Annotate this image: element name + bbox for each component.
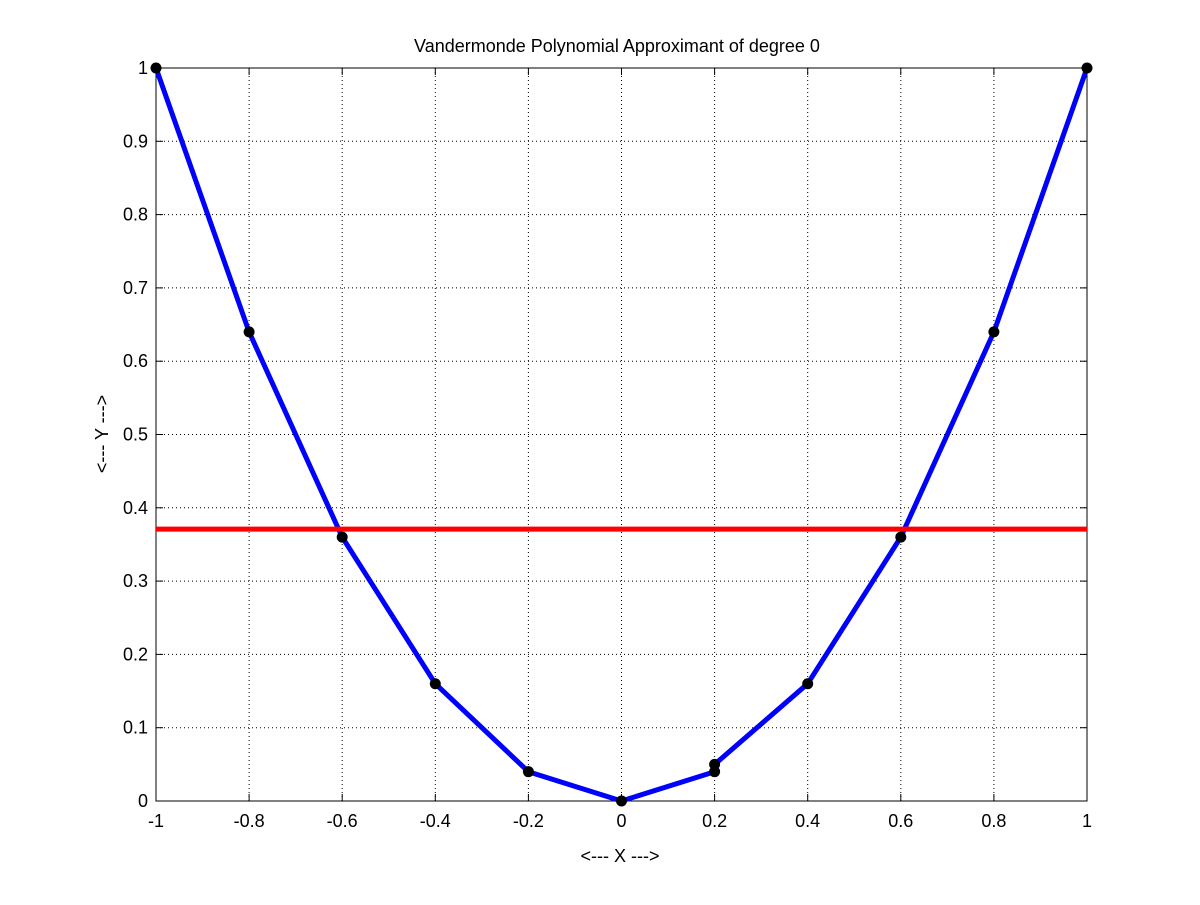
data-point [1081,62,1093,74]
data-point [150,62,162,74]
x-tick-label: 0.8 [981,811,1006,831]
x-tick-label: 1 [1082,811,1092,831]
series-line-0 [153,67,1090,804]
data-point [988,326,1000,338]
ticks: -1 -0.8 -0.6 -0.4 -0.2 0 0.2 0.4 0.6 0.8 1 0 0.1 0.2 0… [123,58,1092,831]
data-point [709,758,721,770]
data-point [243,326,255,338]
y-tick-label: 0.3 [123,571,148,591]
y-tick-label: 0.5 [123,425,148,445]
y-tick-label: 0.8 [123,205,148,225]
x-tick-label: 0.6 [888,811,913,831]
data-point [429,678,441,690]
x-tick-label: -0.6 [327,811,358,831]
x-tick-label: 0.2 [702,811,727,831]
x-tick-label: -0.4 [420,811,451,831]
data-point [895,531,907,543]
data-point [802,678,814,690]
x-tick-label: -0.8 [234,811,265,831]
y-tick-label: 0.9 [123,131,148,151]
data-point [336,531,348,543]
series [153,67,1090,804]
data-point [522,766,534,778]
y-tick-label: 1 [138,58,148,78]
y-tick-label: 0.6 [123,351,148,371]
y-tick-label: 0.1 [123,718,148,738]
data-point [616,795,627,807]
x-axis-label: <--- X ---> [581,846,660,866]
x-tick-label: -0.2 [513,811,544,831]
y-tick-label: 0.2 [123,644,148,664]
y-axis-label: <--- Y ---> [92,395,112,473]
y-tick-label: 0 [138,791,148,811]
y-tick-label: 0.7 [123,278,148,298]
y-tick-label: 0.4 [123,498,148,518]
markers [150,62,1093,807]
x-tick-label: 0 [616,811,626,831]
x-tick-label: 0.4 [795,811,820,831]
chart-title: Vandermonde Polynomial Approximant of de… [414,36,820,56]
x-tick-label: -1 [148,811,164,831]
